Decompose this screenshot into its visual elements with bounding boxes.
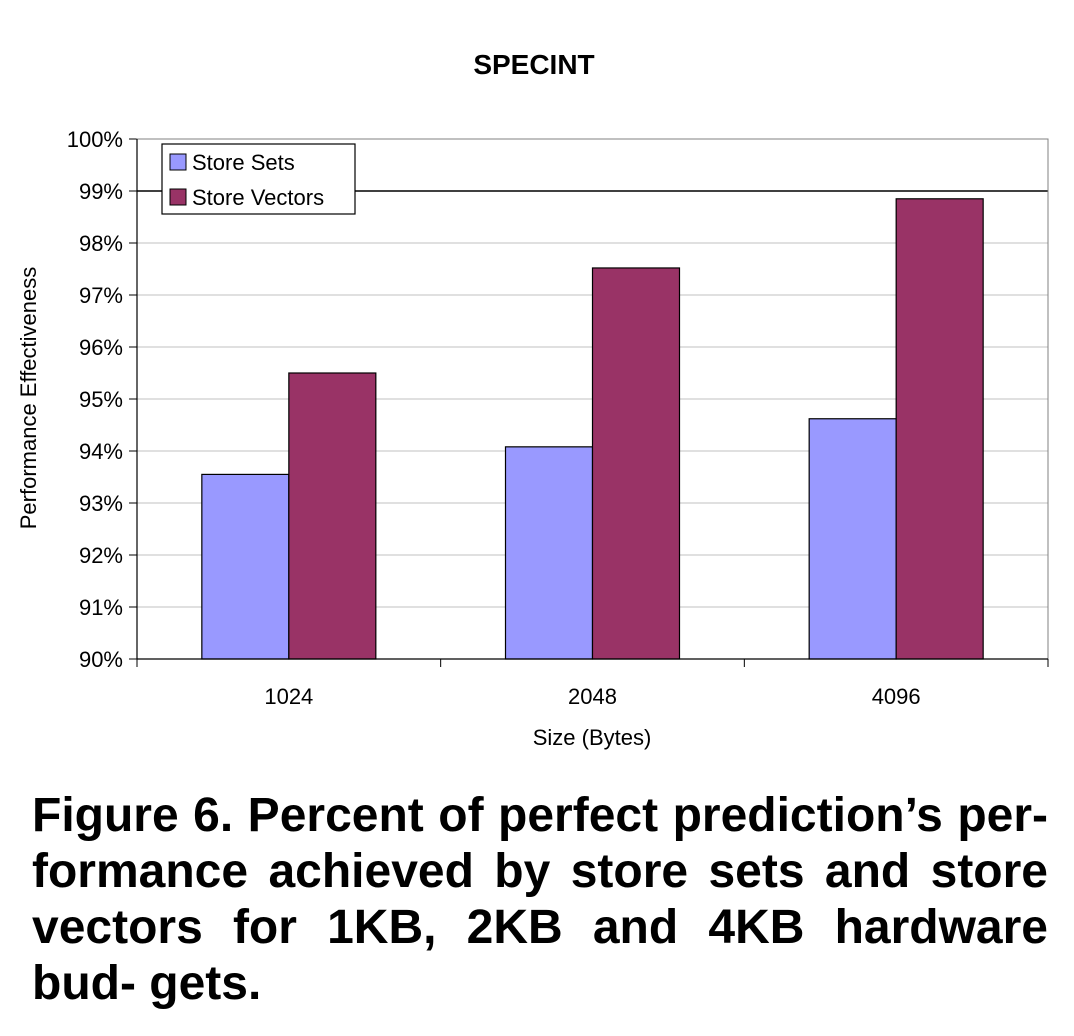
bar-store-vectors-4096 (895, 198, 984, 660)
legend-label: Store Sets (192, 150, 295, 175)
y-tick-label: 100% (67, 127, 123, 152)
bar-store-sets-1024 (201, 473, 290, 660)
legend-box (161, 143, 356, 215)
axes (129, 138, 1049, 667)
y-axis-label: Performance Effectiveness (16, 267, 41, 530)
y-tick-label: 94% (79, 439, 123, 464)
y-tick-label: 92% (79, 543, 123, 568)
legend-swatch (169, 153, 187, 171)
y-tick-label: 96% (79, 335, 123, 360)
bar-store-vectors-2048 (591, 267, 681, 660)
x-tick-labels: 1024 2048 4096 (264, 684, 920, 709)
bar-store-vectors-1024 (288, 372, 377, 660)
x-tick-label: 1024 (264, 684, 313, 709)
y-tick-label: 95% (79, 387, 123, 412)
x-tick-label: 2048 (568, 684, 617, 709)
legend-label: Store Vectors (192, 185, 324, 210)
x-axis-label: Size (Bytes) (533, 725, 652, 750)
legend-swatch (169, 188, 187, 206)
chart-title: SPECINT (473, 49, 594, 80)
y-tick-label: 90% (79, 647, 123, 672)
legend: Store Sets Store Vectors (161, 143, 356, 215)
chart: SPECINT 90% 91% 92% 93% 94% 95% 96% 97% 98% 99% 10… (16, 49, 1049, 750)
bars (201, 198, 984, 660)
y-tick-label: 97% (79, 283, 123, 308)
y-tick-label: 99% (79, 179, 123, 204)
bar-store-sets-4096 (808, 418, 897, 660)
y-tick-label: 98% (79, 231, 123, 256)
y-tick-labels: 90% 91% 92% 93% 94% 95% 96% 97% 98% 99% 100% (67, 127, 123, 672)
figure-caption: Figure 6. Percent of perfect prediction’… (32, 789, 1048, 1010)
y-tick-label: 91% (79, 595, 123, 620)
bar-store-sets-2048 (504, 446, 594, 660)
y-tick-label: 93% (79, 491, 123, 516)
x-tick-label: 4096 (872, 684, 921, 709)
